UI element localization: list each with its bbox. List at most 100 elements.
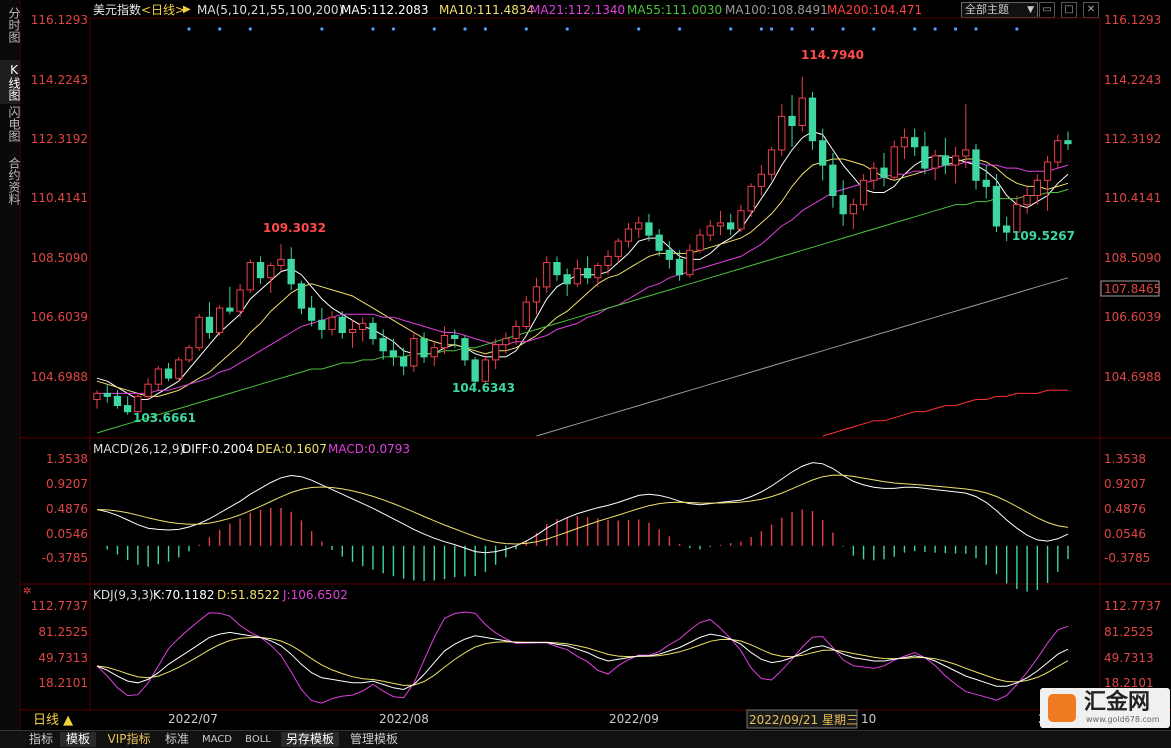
low-annotation: 104.6343 <box>452 381 516 395</box>
candle-up <box>246 262 254 291</box>
period-tag[interactable]: <日线> <box>141 3 186 17</box>
candle-down <box>164 368 173 379</box>
kdj-panel <box>96 611 1069 704</box>
price-axis-label-left: 108.5090 <box>30 251 88 265</box>
signal-dot <box>841 27 845 31</box>
candle-up <box>543 262 551 288</box>
signal-dot <box>248 27 252 31</box>
candle-up <box>696 234 704 251</box>
candle-up <box>594 265 602 279</box>
candle-up <box>962 149 970 157</box>
tab-indicators[interactable]: 指标 <box>28 732 53 746</box>
macd-panel <box>96 462 1069 592</box>
chart-canvas[interactable] <box>0 0 1171 730</box>
candle-down <box>583 268 592 279</box>
candle-down <box>921 146 929 169</box>
candle-down <box>369 322 377 340</box>
price-axis-label-left: 104.6988 <box>30 370 88 384</box>
tab-templates[interactable]: 模板 <box>60 732 96 747</box>
sidebar: 分时图 K线图 闪电图 合约资料 <box>0 0 21 730</box>
ma10-value: MA10:111.4834 <box>439 3 535 17</box>
signal-dot <box>678 27 682 31</box>
candle-up <box>900 137 909 148</box>
logo: 汇金网 www.gold678.com <box>1040 688 1170 728</box>
candle-down <box>451 335 459 339</box>
candle-up <box>686 249 694 276</box>
signal-dot <box>913 27 917 31</box>
candle-up <box>359 322 367 330</box>
theme-select[interactable]: 全部主题 ▼ <box>961 2 1038 18</box>
tab-boll[interactable]: BOLL <box>245 734 271 745</box>
candle-up <box>185 347 193 361</box>
candle-down <box>645 222 653 236</box>
kdj-axis-label-left: 49.7313 <box>38 651 88 665</box>
candle-down <box>839 195 847 215</box>
candle-up <box>757 173 766 187</box>
candle-down <box>1064 140 1072 145</box>
settings-dot-icon[interactable]: ✲ <box>23 586 32 597</box>
kdj-axis-label-left: 18.2101 <box>38 676 88 690</box>
tab-macd[interactable]: MACD <box>202 734 232 745</box>
ma21-line <box>97 161 1069 394</box>
candle-down <box>113 395 122 406</box>
candle-up <box>747 185 755 212</box>
sidebar-item-intraday[interactable]: 分时图 <box>7 7 21 43</box>
price-axis-label: 106.6039 <box>1104 310 1162 324</box>
candle-down <box>297 283 306 309</box>
signal-dot <box>933 27 937 31</box>
ma-lines <box>96 131 1069 437</box>
logo-text: 汇金网 <box>1084 690 1151 715</box>
candle-down <box>256 262 265 279</box>
signal-dot <box>320 27 324 31</box>
candle-down <box>675 258 684 276</box>
candle-up <box>573 268 582 285</box>
kdj-d-line <box>96 637 1069 686</box>
sidebar-item-flash[interactable]: 闪电图 <box>7 106 21 142</box>
ma21-value: MA21:112.1340 <box>530 3 626 17</box>
logo-mark-icon <box>1048 694 1076 722</box>
low-annotation: 109.5267 <box>1012 229 1076 243</box>
signal-dot <box>637 27 641 31</box>
candle-up <box>430 347 438 358</box>
candle-up <box>481 359 490 382</box>
grid-lines <box>20 17 1171 711</box>
candle-down <box>982 179 990 187</box>
tab-standard[interactable]: 标准 <box>164 732 189 746</box>
candle-up <box>134 395 142 413</box>
instrument-name: 美元指数 <box>93 3 142 17</box>
sidebar-item-kline[interactable]: K线图 <box>0 60 21 104</box>
kdj-axis-label-left: 112.7737 <box>30 599 88 613</box>
kdj-axis-label: 81.2525 <box>1104 625 1154 639</box>
candle-up <box>624 228 633 242</box>
theme-select-label: 全部主题 <box>965 3 1009 16</box>
candle-down <box>338 316 346 333</box>
sidebar-item-contract-info[interactable]: 合约资料 <box>7 157 21 205</box>
bottom-toolbar: 指标 模板 VIP指标 标准 MACD BOLL 另存模板 管理模板 <box>0 730 1171 748</box>
candle-up <box>890 146 898 178</box>
candle-down <box>103 392 111 397</box>
macd-macd-value: MACD:0.0793 <box>328 442 411 456</box>
candle-down <box>471 359 479 382</box>
candle-down <box>226 307 234 312</box>
kdj-k-value: K:70.1182 <box>153 588 215 602</box>
price-axis-label-left: 110.4141 <box>30 191 88 205</box>
high-annotation: 114.7940 <box>801 48 865 62</box>
current-price-label: 107.8465 <box>1104 282 1162 296</box>
candle-up <box>512 325 520 340</box>
candle-up <box>216 307 224 334</box>
period-selector[interactable]: 日线 ▲ <box>33 713 74 728</box>
macd-axis-label: 0.4876 <box>1104 502 1146 516</box>
price-axis-label: 108.5090 <box>1104 251 1162 265</box>
candle-up <box>267 265 275 279</box>
tab-manage-templates[interactable]: 管理模板 <box>349 732 398 746</box>
signal-dot <box>483 27 487 31</box>
macd-axis-label: -0.3785 <box>1104 551 1151 565</box>
caret-icon[interactable]: ▶ <box>183 4 191 15</box>
ma200-value: MA200:104.471 <box>827 3 923 17</box>
tab-save-template[interactable]: 另存模板 <box>281 732 339 747</box>
candle-up <box>1033 179 1041 197</box>
price-axis-label-left: 106.6039 <box>30 310 88 324</box>
candle-down <box>124 405 132 413</box>
price-axis-label: 114.2243 <box>1104 73 1162 87</box>
tab-vip-indicators[interactable]: VIP指标 <box>107 732 151 746</box>
